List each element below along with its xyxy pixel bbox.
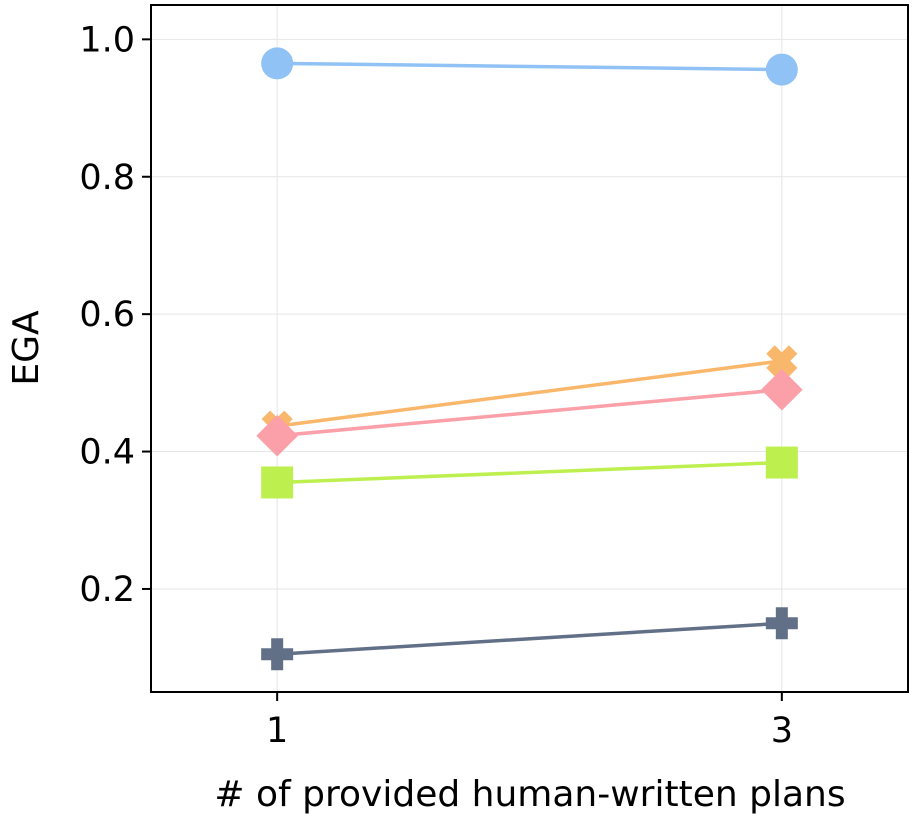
y-axis-label: EGA — [6, 310, 47, 386]
y-tick-label: 0.6 — [79, 295, 135, 335]
square-marker — [261, 466, 294, 499]
series-line — [277, 621, 782, 656]
series-line — [277, 61, 782, 72]
series-1 — [261, 47, 798, 86]
series-line — [277, 460, 782, 485]
circle-marker — [261, 47, 294, 80]
plot-frame — [150, 4, 909, 693]
x-axis-label: # of provided human-written plans — [214, 774, 845, 815]
ticks: 0.2 0.4 0.6 0.8 1.0 1 3 — [79, 20, 793, 751]
x-marker — [766, 345, 798, 377]
series-line — [277, 387, 782, 438]
series-layer — [256, 47, 803, 671]
series-line — [276, 359, 783, 428]
plus-marker — [261, 638, 294, 671]
square-marker — [765, 446, 798, 479]
x-tick-label: 1 — [266, 711, 288, 751]
y-tick-label: 0.2 — [79, 570, 135, 610]
series-4 — [261, 446, 798, 499]
series-5 — [261, 607, 798, 671]
y-tick-label: 0.4 — [79, 433, 135, 473]
x-tick-label: 3 — [771, 711, 793, 751]
series-3 — [256, 368, 803, 457]
grid — [151, 5, 908, 692]
circle-marker — [765, 53, 798, 86]
diamond-marker — [761, 368, 803, 411]
diamond-marker — [256, 414, 298, 457]
plus-marker — [765, 607, 798, 640]
y-tick-label: 1.0 — [79, 20, 135, 60]
y-tick-label: 0.8 — [79, 158, 135, 198]
